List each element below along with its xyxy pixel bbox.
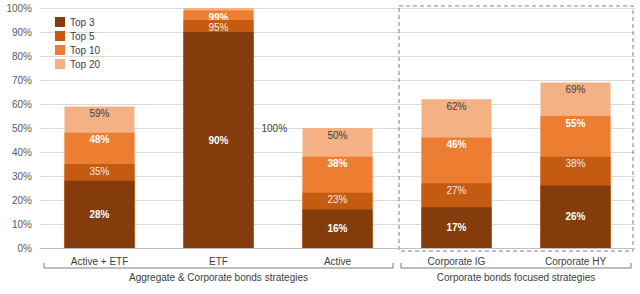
svg-text:70%: 70%: [12, 75, 32, 86]
svg-text:90%: 90%: [12, 27, 32, 38]
svg-text:60%: 60%: [12, 99, 32, 110]
svg-text:99%: 99%: [208, 11, 229, 23]
svg-text:Top 10: Top 10: [70, 45, 100, 56]
svg-text:Corporate HY: Corporate HY: [545, 256, 606, 267]
svg-text:26%: 26%: [565, 211, 585, 222]
svg-text:100%: 100%: [6, 3, 32, 14]
svg-text:10%: 10%: [12, 219, 32, 230]
svg-text:50%: 50%: [327, 130, 347, 141]
svg-text:40%: 40%: [12, 147, 32, 158]
svg-text:100%: 100%: [262, 123, 288, 134]
svg-text:35%: 35%: [89, 166, 109, 177]
svg-text:20%: 20%: [12, 195, 32, 206]
svg-text:23%: 23%: [327, 194, 347, 205]
svg-text:90%: 90%: [208, 135, 228, 146]
svg-text:Active + ETF: Active + ETF: [71, 256, 129, 267]
svg-text:62%: 62%: [446, 101, 466, 112]
svg-text:50%: 50%: [12, 123, 32, 134]
svg-text:27%: 27%: [446, 185, 466, 196]
svg-text:38%: 38%: [565, 158, 585, 169]
svg-text:Active: Active: [324, 256, 352, 267]
svg-text:80%: 80%: [12, 51, 32, 62]
svg-text:Top 20: Top 20: [70, 59, 100, 70]
svg-text:Top 5: Top 5: [70, 31, 95, 42]
svg-text:0%: 0%: [18, 243, 33, 254]
svg-text:Corporate bonds focused strate: Corporate bonds focused strategies: [437, 272, 595, 283]
svg-text:30%: 30%: [12, 171, 32, 182]
svg-text:38%: 38%: [327, 158, 347, 169]
svg-text:17%: 17%: [446, 222, 466, 233]
svg-text:69%: 69%: [565, 84, 585, 95]
svg-text:28%: 28%: [89, 209, 109, 220]
svg-text:Top 3: Top 3: [70, 17, 95, 28]
svg-text:Aggregate & Corporate bonds st: Aggregate & Corporate bonds strategies: [129, 272, 308, 283]
svg-text:Corporate IG: Corporate IG: [428, 256, 486, 267]
svg-text:55%: 55%: [565, 118, 585, 129]
svg-text:59%: 59%: [89, 108, 109, 119]
svg-text:46%: 46%: [446, 139, 466, 150]
svg-text:16%: 16%: [327, 223, 347, 234]
svg-text:ETF: ETF: [209, 256, 228, 267]
svg-text:48%: 48%: [89, 134, 109, 145]
svg-text:95%: 95%: [208, 22, 228, 33]
